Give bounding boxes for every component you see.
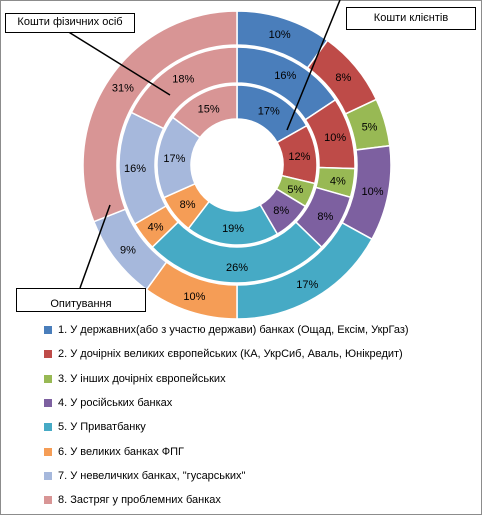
ring-inner: 17% 12% 5% 8% 19% 8% 17% 15% [156, 84, 318, 246]
legend-swatch-6 [44, 447, 52, 456]
ring-inner-label-4: 8% [273, 205, 289, 217]
leader-middle [79, 204, 111, 289]
ring-outer-label-1: 10% [269, 29, 291, 41]
legend-item-5: 5. У Приватбанку [44, 415, 474, 439]
callout-middle-ring: Опитування [16, 288, 146, 312]
ring-outer-label-8: 31% [112, 82, 134, 94]
ring-middle-label-6: 4% [148, 221, 164, 233]
ring-outer-label-2: 8% [335, 72, 351, 84]
legend-label-5: 5. У Приватбанку [58, 421, 146, 434]
ring-inner-slice-8 [171, 84, 238, 139]
callout-outer-ring: Кошти фізичних осіб [5, 13, 135, 33]
legend-item-2: 2. У дочірніх великих європейських (КА, … [44, 342, 474, 366]
legend-label-3: 3. У інших дочірніх європейських [58, 372, 226, 385]
leader-outer [66, 30, 171, 96]
ring-inner-label-3: 5% [287, 184, 303, 196]
ring-inner-label-7: 17% [163, 153, 185, 165]
legend-label-2: 2. У дочірніх великих європейських (КА, … [58, 348, 403, 361]
ring-inner-label-2: 12% [288, 151, 310, 163]
ring-middle-slice-8 [130, 46, 238, 130]
ring-outer: 10% 8% 5% 10% 17% 10% 9% 31% [82, 10, 392, 320]
legend-swatch-3 [44, 374, 52, 383]
ring-outer-label-5: 17% [296, 279, 318, 291]
ring-middle-label-8: 18% [172, 73, 194, 85]
legend-label-8: 8. Застряг у проблемних банках [58, 494, 221, 507]
ring-outer-label-4: 10% [362, 186, 384, 198]
ring-inner-label-8: 15% [198, 104, 220, 116]
legend-item-8: 8. Застряг у проблемних банках [44, 488, 474, 512]
ring-middle-label-3: 4% [330, 176, 346, 188]
legend-swatch-4 [44, 399, 52, 408]
ring-outer-label-3: 5% [362, 121, 378, 133]
ring-middle-label-7: 16% [124, 163, 146, 175]
legend: 1. У державних(або з участю держави) бан… [44, 318, 474, 512]
ring-inner-label-1: 17% [258, 106, 280, 118]
legend-label-4: 4. У російських банках [58, 397, 173, 410]
legend-swatch-7 [44, 471, 52, 480]
legend-item-1: 1. У державних(або з участю держави) бан… [44, 318, 474, 342]
legend-swatch-2 [44, 350, 52, 359]
callout-inner-ring: Кошти клієнтів [346, 7, 476, 30]
legend-label-6: 6. У великих банках ФПГ [58, 445, 185, 458]
ring-outer-label-6: 10% [183, 291, 205, 303]
legend-label-7: 7. У невеличких банках, "гусарських" [58, 469, 246, 482]
leader-inner [286, 0, 341, 131]
ring-outer-label-7: 9% [120, 245, 136, 257]
callout-outer-ring-text: Кошти фізичних осіб [17, 16, 123, 28]
ring-middle-label-2: 10% [324, 132, 346, 144]
legend-swatch-5 [44, 423, 52, 432]
callout-middle-ring-text: Опитування [50, 298, 112, 310]
ring-middle-label-4: 8% [317, 211, 333, 223]
legend-swatch-1 [44, 326, 52, 335]
legend-item-6: 6. У великих банках ФПГ [44, 439, 474, 463]
legend-item-7: 7. У невеличких банках, "гусарських" [44, 464, 474, 488]
legend-label-1: 1. У державних(або з участю держави) бан… [58, 324, 409, 337]
legend-item-4: 4. У російських банках [44, 391, 474, 415]
ring-inner-label-6: 8% [180, 199, 196, 211]
legend-item-3: 3. У інших дочірніх європейських [44, 367, 474, 391]
legend-swatch-8 [44, 496, 52, 505]
ring-middle: 16% 10% 4% 8% 26% 4% 16% 18% [118, 46, 356, 284]
ring-inner-label-5: 19% [222, 223, 244, 235]
ring-middle-label-5: 26% [226, 262, 248, 274]
ring-outer-slice-8 [82, 10, 238, 223]
callout-inner-ring-text: Кошти клієнтів [373, 12, 449, 24]
ring-middle-label-1: 16% [274, 70, 296, 82]
